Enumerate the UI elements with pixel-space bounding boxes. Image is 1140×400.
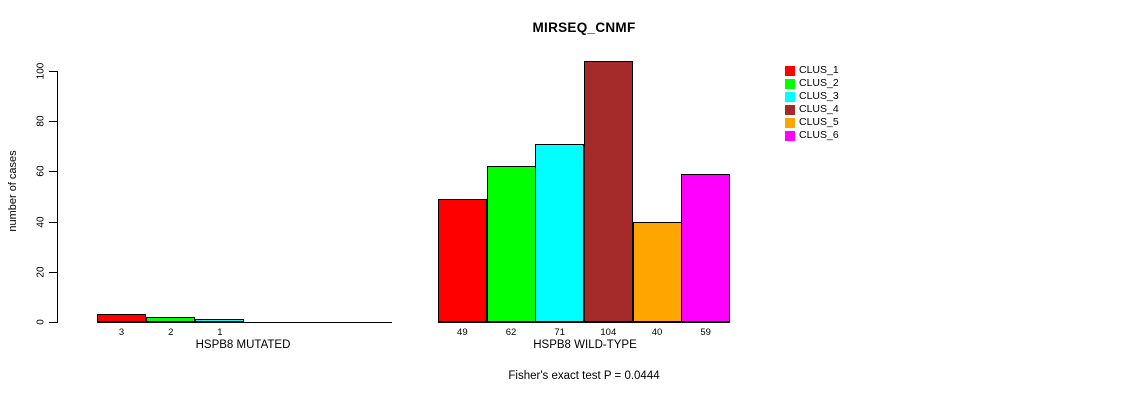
y-tick [49, 221, 57, 223]
bar [146, 317, 195, 322]
y-tick [49, 322, 57, 323]
y-tick-label: 40 [35, 216, 47, 228]
legend-swatch-icon [785, 117, 795, 128]
legend-label: CLUS_6 [799, 129, 839, 141]
y-tick [49, 71, 57, 72]
bar [633, 222, 682, 322]
legend-item: CLUS_2 [785, 77, 839, 90]
legend-swatch-icon [785, 130, 795, 141]
y-tick-label: 100 [35, 62, 47, 80]
x-baseline [438, 322, 730, 323]
bar-value-label: 62 [505, 327, 517, 338]
y-tick [49, 121, 57, 123]
bar [584, 61, 633, 322]
bar-value-label: 104 [600, 327, 617, 338]
legend-swatch-icon [785, 104, 795, 115]
x-axis-label-mutated: HSPB8 MUTATED [195, 339, 291, 351]
legend-label: CLUS_5 [799, 116, 839, 128]
y-axis-line [57, 71, 58, 323]
legend-item: CLUS_1 [785, 64, 839, 77]
x-baseline [97, 322, 392, 323]
legend-item: CLUS_3 [785, 90, 839, 103]
y-tick [49, 271, 57, 273]
bar-value-label: 1 [217, 327, 223, 338]
legend-label: CLUS_4 [799, 103, 839, 115]
y-tick-label: 80 [35, 115, 47, 127]
legend-item: CLUS_6 [785, 129, 839, 142]
y-tick-label: 60 [35, 165, 47, 177]
bar [195, 319, 244, 322]
legend-swatch-icon [785, 65, 795, 76]
bar [97, 314, 146, 322]
y-axis-label: number of cases [7, 150, 19, 232]
bar [487, 166, 536, 322]
legend-item: CLUS_5 [785, 116, 839, 129]
x-axis-label-wild-type: HSPB8 WILD-TYPE [533, 339, 637, 351]
legend-label: CLUS_2 [799, 77, 839, 89]
bar-value-label: 40 [651, 327, 663, 338]
legend-label: CLUS_1 [799, 64, 839, 76]
legend-label: CLUS_3 [799, 90, 839, 102]
fisher-test-annotation: Fisher's exact test P = 0.0444 [508, 370, 660, 382]
bar [438, 199, 487, 322]
bar [535, 144, 584, 322]
bar-value-label: 49 [457, 327, 468, 338]
bar-value-label: 2 [168, 327, 174, 338]
bar [681, 174, 730, 322]
legend-swatch-icon [785, 78, 795, 89]
legend-item: CLUS_4 [785, 103, 839, 116]
y-tick-label: 20 [35, 266, 47, 278]
y-tick [49, 171, 57, 173]
bar-value-label: 71 [554, 327, 565, 338]
bar-value-label: 59 [700, 327, 711, 338]
y-tick-label: 0 [35, 319, 47, 325]
legend-swatch-icon [785, 91, 795, 102]
bar-value-label: 3 [118, 327, 125, 338]
chart-title: MIRSEQ_CNMF [532, 20, 636, 35]
